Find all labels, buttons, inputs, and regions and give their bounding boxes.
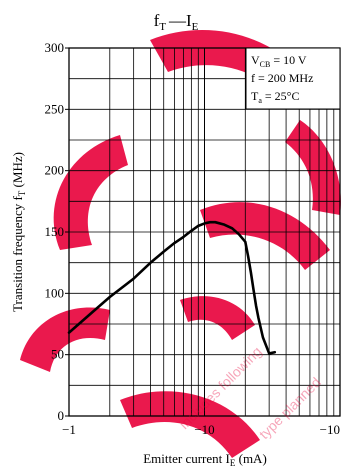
x-axis-label-unit: (mA): [235, 451, 266, 466]
y-tick-label: 200: [45, 163, 65, 178]
x-tick-label: −1: [62, 422, 76, 437]
y-axis-label: Transition frequency fT (MHz): [10, 152, 27, 312]
legend-line-freq: f = 200 MHz: [251, 71, 313, 85]
y-tick-label: 250: [45, 101, 65, 116]
y-axis-label-unit: (MHz): [10, 152, 25, 191]
x-axis-label-text: Emitter current I: [143, 451, 230, 466]
legend-line-ta: Ta = 25°C: [251, 89, 299, 105]
series-line: [67, 220, 277, 355]
y-tick-label: 50: [51, 347, 64, 362]
title-sub-2: E: [192, 21, 199, 33]
title-part-2: I: [186, 11, 192, 30]
title-dash: —: [168, 11, 187, 30]
title-part-1: f: [154, 11, 160, 30]
watermark-line-2: type planned: [256, 374, 324, 442]
x-tick-label: −10: [194, 422, 214, 437]
x-tick-label: −10: [320, 422, 340, 437]
y-tick-label: 150: [45, 224, 65, 239]
y-axis-label-sub: T: [17, 190, 27, 196]
x-axis-label: Emitter current IE (mA): [143, 451, 267, 468]
plot-area: 0 50 100 150 200 250 300 −1 −10 −10: [45, 40, 341, 437]
legend-line-vcb: VCB = 10 V: [251, 53, 307, 69]
chart-title: fT —IE: [154, 11, 199, 33]
y-axis-label-text: Transition frequency f: [10, 196, 25, 312]
legend-box: [245, 47, 341, 110]
y-tick-label: 0: [58, 408, 65, 423]
y-tick-label: 300: [45, 40, 65, 55]
title-sub-1: T: [159, 21, 166, 33]
legend: VCB = 10 V f = 200 MHz Ta = 25°C: [245, 47, 341, 110]
x-axis-label-sub: E: [230, 458, 236, 468]
y-tick-label: 100: [45, 285, 65, 300]
